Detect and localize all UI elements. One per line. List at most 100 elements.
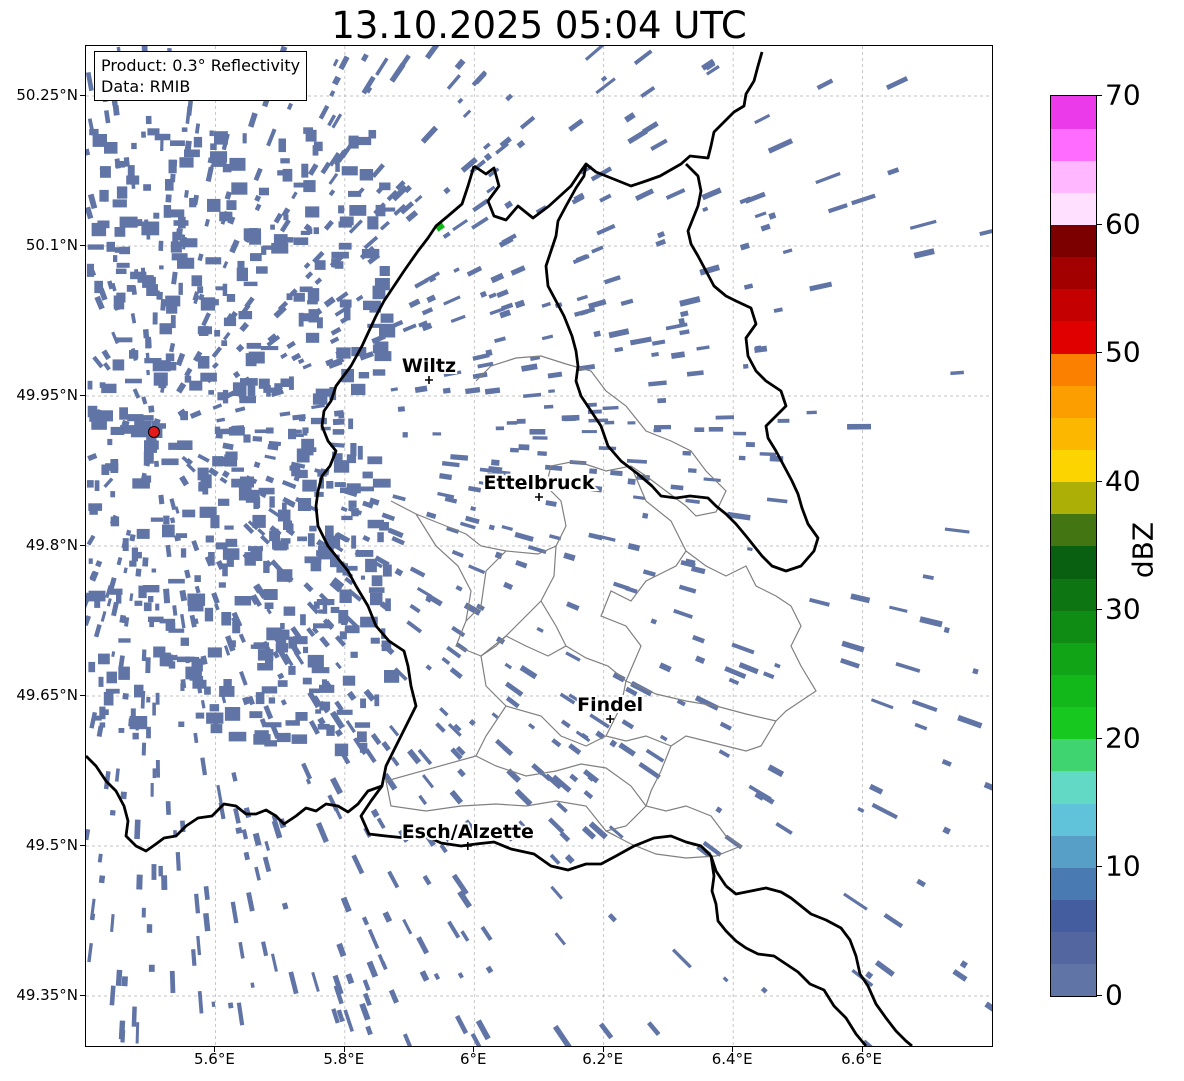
echo-pixel xyxy=(499,136,512,148)
echo-pixel xyxy=(283,653,294,667)
radar-map[interactable]: Wiltz Ettelbruck Findel Esch/Alzette xyxy=(85,45,993,1047)
echo-pixel xyxy=(468,718,476,727)
echo-pixel xyxy=(134,684,144,698)
echo-pixel xyxy=(334,482,346,487)
echo-pixel xyxy=(305,778,312,785)
echo-pixel xyxy=(336,561,345,573)
echo-pixel xyxy=(222,260,229,269)
colorbar-segment xyxy=(1051,771,1096,804)
echo-pixel xyxy=(847,423,872,430)
echo-pixel xyxy=(224,707,241,721)
echo-pixel xyxy=(453,267,460,273)
echo-pixel xyxy=(576,363,596,372)
echo-pixel xyxy=(626,458,647,464)
echo-pixel xyxy=(827,203,848,214)
echo-pixel xyxy=(676,698,686,707)
colorbar-tick-label: 50 xyxy=(1105,335,1141,369)
echo-pixel xyxy=(253,167,263,182)
echo-pixel xyxy=(590,485,603,493)
echo-pixel xyxy=(913,248,935,259)
echo-pixel xyxy=(224,525,234,530)
echo-pixel xyxy=(94,480,100,491)
echo-pixel xyxy=(522,392,542,399)
echo-pixel xyxy=(232,382,247,396)
echo-pixel xyxy=(390,756,400,767)
echo-pixel xyxy=(568,118,584,132)
echo-pixel xyxy=(100,166,111,178)
echo-pixel xyxy=(443,186,451,195)
echo-pixel xyxy=(266,608,272,615)
echo-pixel xyxy=(243,281,258,287)
echo-pixel xyxy=(843,892,868,911)
echo-pixel xyxy=(457,890,472,909)
echo-pixel xyxy=(248,112,258,128)
echo-pixel xyxy=(135,1022,140,1044)
echo-pixel xyxy=(111,601,119,617)
echo-pixel xyxy=(226,200,237,210)
echo-pixel xyxy=(113,255,118,262)
echo-pixel xyxy=(441,656,451,666)
echo-pixel xyxy=(679,329,690,336)
echo-pixel xyxy=(351,508,359,517)
echo-pixel xyxy=(109,809,116,816)
echo-pixel xyxy=(248,546,263,552)
echo-pixel xyxy=(87,193,98,210)
echo-pixel xyxy=(279,237,294,243)
echo-pixel xyxy=(143,451,154,464)
echo-pixel xyxy=(919,616,943,628)
echo-pixel xyxy=(335,661,342,670)
echo-pixel xyxy=(142,328,150,339)
echo-pixel xyxy=(380,313,394,323)
echo-pixel xyxy=(218,582,226,588)
lat-tick xyxy=(80,845,85,846)
colorbar-segment xyxy=(1051,288,1096,322)
lon-tick-label: 6°E xyxy=(460,1050,487,1068)
echo-pixel xyxy=(230,901,239,924)
radar-site-marker[interactable] xyxy=(147,426,160,438)
echo-pixel xyxy=(142,557,149,567)
echo-pixel xyxy=(264,840,271,852)
echo-pixel xyxy=(276,569,293,582)
echo-pixel xyxy=(272,650,280,659)
echo-pixel xyxy=(288,971,299,995)
echo-pixel xyxy=(332,75,341,86)
echo-pixel xyxy=(137,275,154,283)
echo-pixel xyxy=(180,637,189,646)
echo-pixel xyxy=(237,733,245,739)
echo-pixel xyxy=(516,418,526,424)
echo-pixel xyxy=(360,53,369,62)
echo-pixel xyxy=(303,646,309,654)
echo-pixel xyxy=(754,345,768,354)
echo-pixel xyxy=(141,46,148,52)
lat-tick xyxy=(80,695,85,696)
echo-pixel xyxy=(161,458,179,466)
echo-pixel xyxy=(489,306,506,316)
echo-pixel xyxy=(111,282,117,292)
echo-pixel xyxy=(147,128,160,136)
echo-pixel xyxy=(367,519,384,529)
echo-pixel xyxy=(357,731,367,743)
echo-pixel xyxy=(421,307,434,316)
echo-pixel xyxy=(280,352,288,360)
echo-pixel xyxy=(439,843,448,854)
echo-pixel xyxy=(126,175,140,185)
echo-pixel xyxy=(341,368,354,383)
canton-boundary xyxy=(600,465,687,682)
echo-pixel xyxy=(314,277,323,285)
echo-pixel xyxy=(338,205,345,214)
echo-pixel xyxy=(346,454,357,464)
echo-pixel xyxy=(455,642,468,653)
echo-pixel xyxy=(482,142,491,150)
echo-pixel xyxy=(702,206,709,213)
echo-pixel xyxy=(775,821,793,835)
echo-pixel xyxy=(258,187,269,196)
echo-pixel xyxy=(119,216,138,228)
echo-pixel xyxy=(952,969,968,982)
echo-pixel xyxy=(549,853,561,865)
echo-pixel xyxy=(273,212,283,224)
echo-pixel xyxy=(222,331,231,341)
lat-tick xyxy=(80,245,85,246)
echo-pixel xyxy=(519,665,538,680)
echo-pixel xyxy=(334,728,343,738)
echo-pixel xyxy=(165,194,172,203)
